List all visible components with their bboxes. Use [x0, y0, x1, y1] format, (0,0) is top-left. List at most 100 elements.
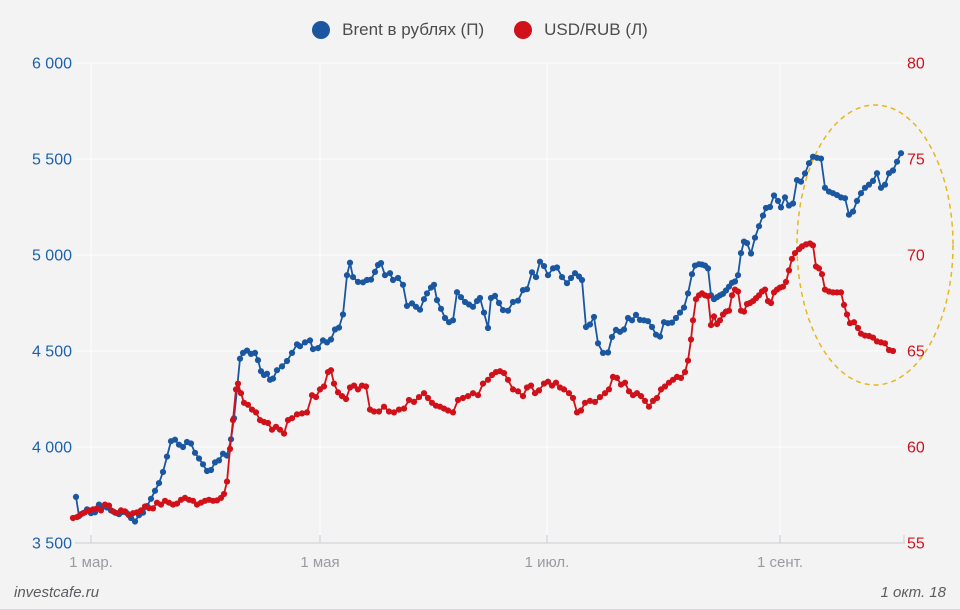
usdrub-point — [560, 386, 568, 393]
brent-point — [131, 518, 139, 525]
usdrub-point — [725, 307, 733, 314]
brent-point — [499, 307, 507, 314]
brent-point — [367, 276, 375, 283]
usdrub-point — [312, 394, 320, 401]
brent-point — [296, 343, 304, 350]
usdrub-point — [687, 336, 695, 343]
usdrub-point — [362, 383, 370, 390]
brent-point — [586, 321, 594, 328]
chart-legend: Brent в рублях (П) USD/RUB (Л) — [0, 20, 960, 40]
brent-point — [187, 440, 195, 447]
brent-point — [416, 306, 424, 313]
brent-point — [163, 453, 171, 460]
brent-point — [453, 289, 461, 296]
brent-point — [594, 340, 602, 347]
brent-point — [774, 197, 782, 204]
usdrub-point — [293, 411, 301, 418]
brent-point — [155, 480, 163, 487]
brent-point — [309, 346, 317, 353]
brent-point — [632, 311, 640, 318]
usdrub-point — [707, 322, 715, 329]
right-axis-label: 80 — [907, 56, 925, 73]
usdrub-point — [464, 393, 472, 400]
legend-label-usdrub: USD/RUB (Л) — [544, 20, 648, 39]
usdrub-point — [342, 395, 350, 403]
brent-point — [755, 223, 763, 230]
usdrub-point — [761, 286, 769, 293]
x-axis-label: 1 мар. — [69, 554, 113, 571]
usdrub-point — [474, 392, 482, 399]
brent-point — [536, 258, 544, 265]
brent-point — [389, 276, 397, 284]
legend-marker-usdrub-icon — [514, 21, 533, 39]
usdrub-point — [264, 419, 272, 427]
usdrub-point — [444, 407, 452, 414]
usdrub-point — [704, 293, 712, 300]
right-axis-label: 55 — [907, 536, 925, 553]
usdrub-point — [229, 417, 237, 424]
usdrub-point — [837, 289, 845, 296]
brent-point — [620, 326, 628, 333]
usdrub-point — [121, 508, 129, 515]
brent-point — [563, 280, 571, 287]
brent-point — [672, 314, 680, 322]
legend-item-usdrub[interactable]: USD/RUB (Л) — [514, 20, 648, 40]
brent-point — [684, 290, 692, 297]
usdrub-point — [504, 376, 512, 383]
usdrub-point — [527, 382, 535, 389]
brent-point — [335, 324, 343, 331]
brent-point — [386, 270, 394, 277]
usdrub-point — [237, 390, 245, 397]
brent-point — [278, 363, 286, 370]
usdrub-point — [395, 406, 403, 413]
brent-point — [199, 461, 207, 468]
brent-point — [805, 160, 813, 167]
usdrub-point — [740, 308, 748, 315]
usdrub-point — [380, 403, 388, 410]
brent-point — [656, 333, 664, 340]
usdrub-point — [677, 374, 685, 381]
brent-point — [72, 493, 80, 500]
usdrub-point — [327, 367, 335, 374]
brent-point — [881, 181, 889, 188]
usdrub-point — [220, 490, 228, 498]
usdrub-point — [244, 401, 252, 408]
brent-point — [327, 336, 335, 343]
usdrub-point — [645, 403, 653, 410]
usdrub-point — [637, 393, 645, 400]
brent-point — [476, 294, 484, 302]
left-axis-label: 5 000 — [32, 248, 72, 265]
brent-point — [469, 303, 477, 310]
brent-point — [151, 487, 159, 494]
usdrub-point — [420, 390, 428, 397]
usdrub-point — [734, 288, 742, 295]
brent-point — [608, 333, 616, 341]
usdrub-series[interactable] — [69, 240, 897, 522]
usdrub-point — [500, 370, 508, 377]
usdrub-point — [454, 396, 462, 404]
right-axis-label: 60 — [907, 440, 925, 457]
brent-point — [179, 443, 187, 451]
usdrub-point — [710, 313, 718, 320]
right-axis-label: 65 — [907, 344, 925, 361]
usdrub-point — [97, 507, 105, 514]
brent-point — [893, 158, 901, 165]
usdrub-point — [479, 380, 487, 387]
brent-point — [751, 234, 759, 241]
brent-point — [403, 302, 411, 309]
brent-point — [680, 304, 688, 311]
left-axis-label: 4 000 — [32, 440, 72, 457]
usdrub-point — [280, 430, 288, 437]
usdrub-point — [484, 376, 492, 383]
brent-point — [869, 177, 877, 184]
brent-point — [159, 468, 167, 476]
brent-point — [314, 345, 322, 352]
usdrub-point — [785, 267, 793, 274]
watermark-link[interactable]: investcafe.ru — [14, 584, 100, 601]
legend-item-brent[interactable]: Brent в рублях (П) — [312, 20, 484, 40]
usdrub-point — [889, 347, 897, 355]
brent-point — [430, 281, 438, 288]
brent-point — [817, 155, 825, 162]
usdrub-point — [514, 388, 522, 395]
